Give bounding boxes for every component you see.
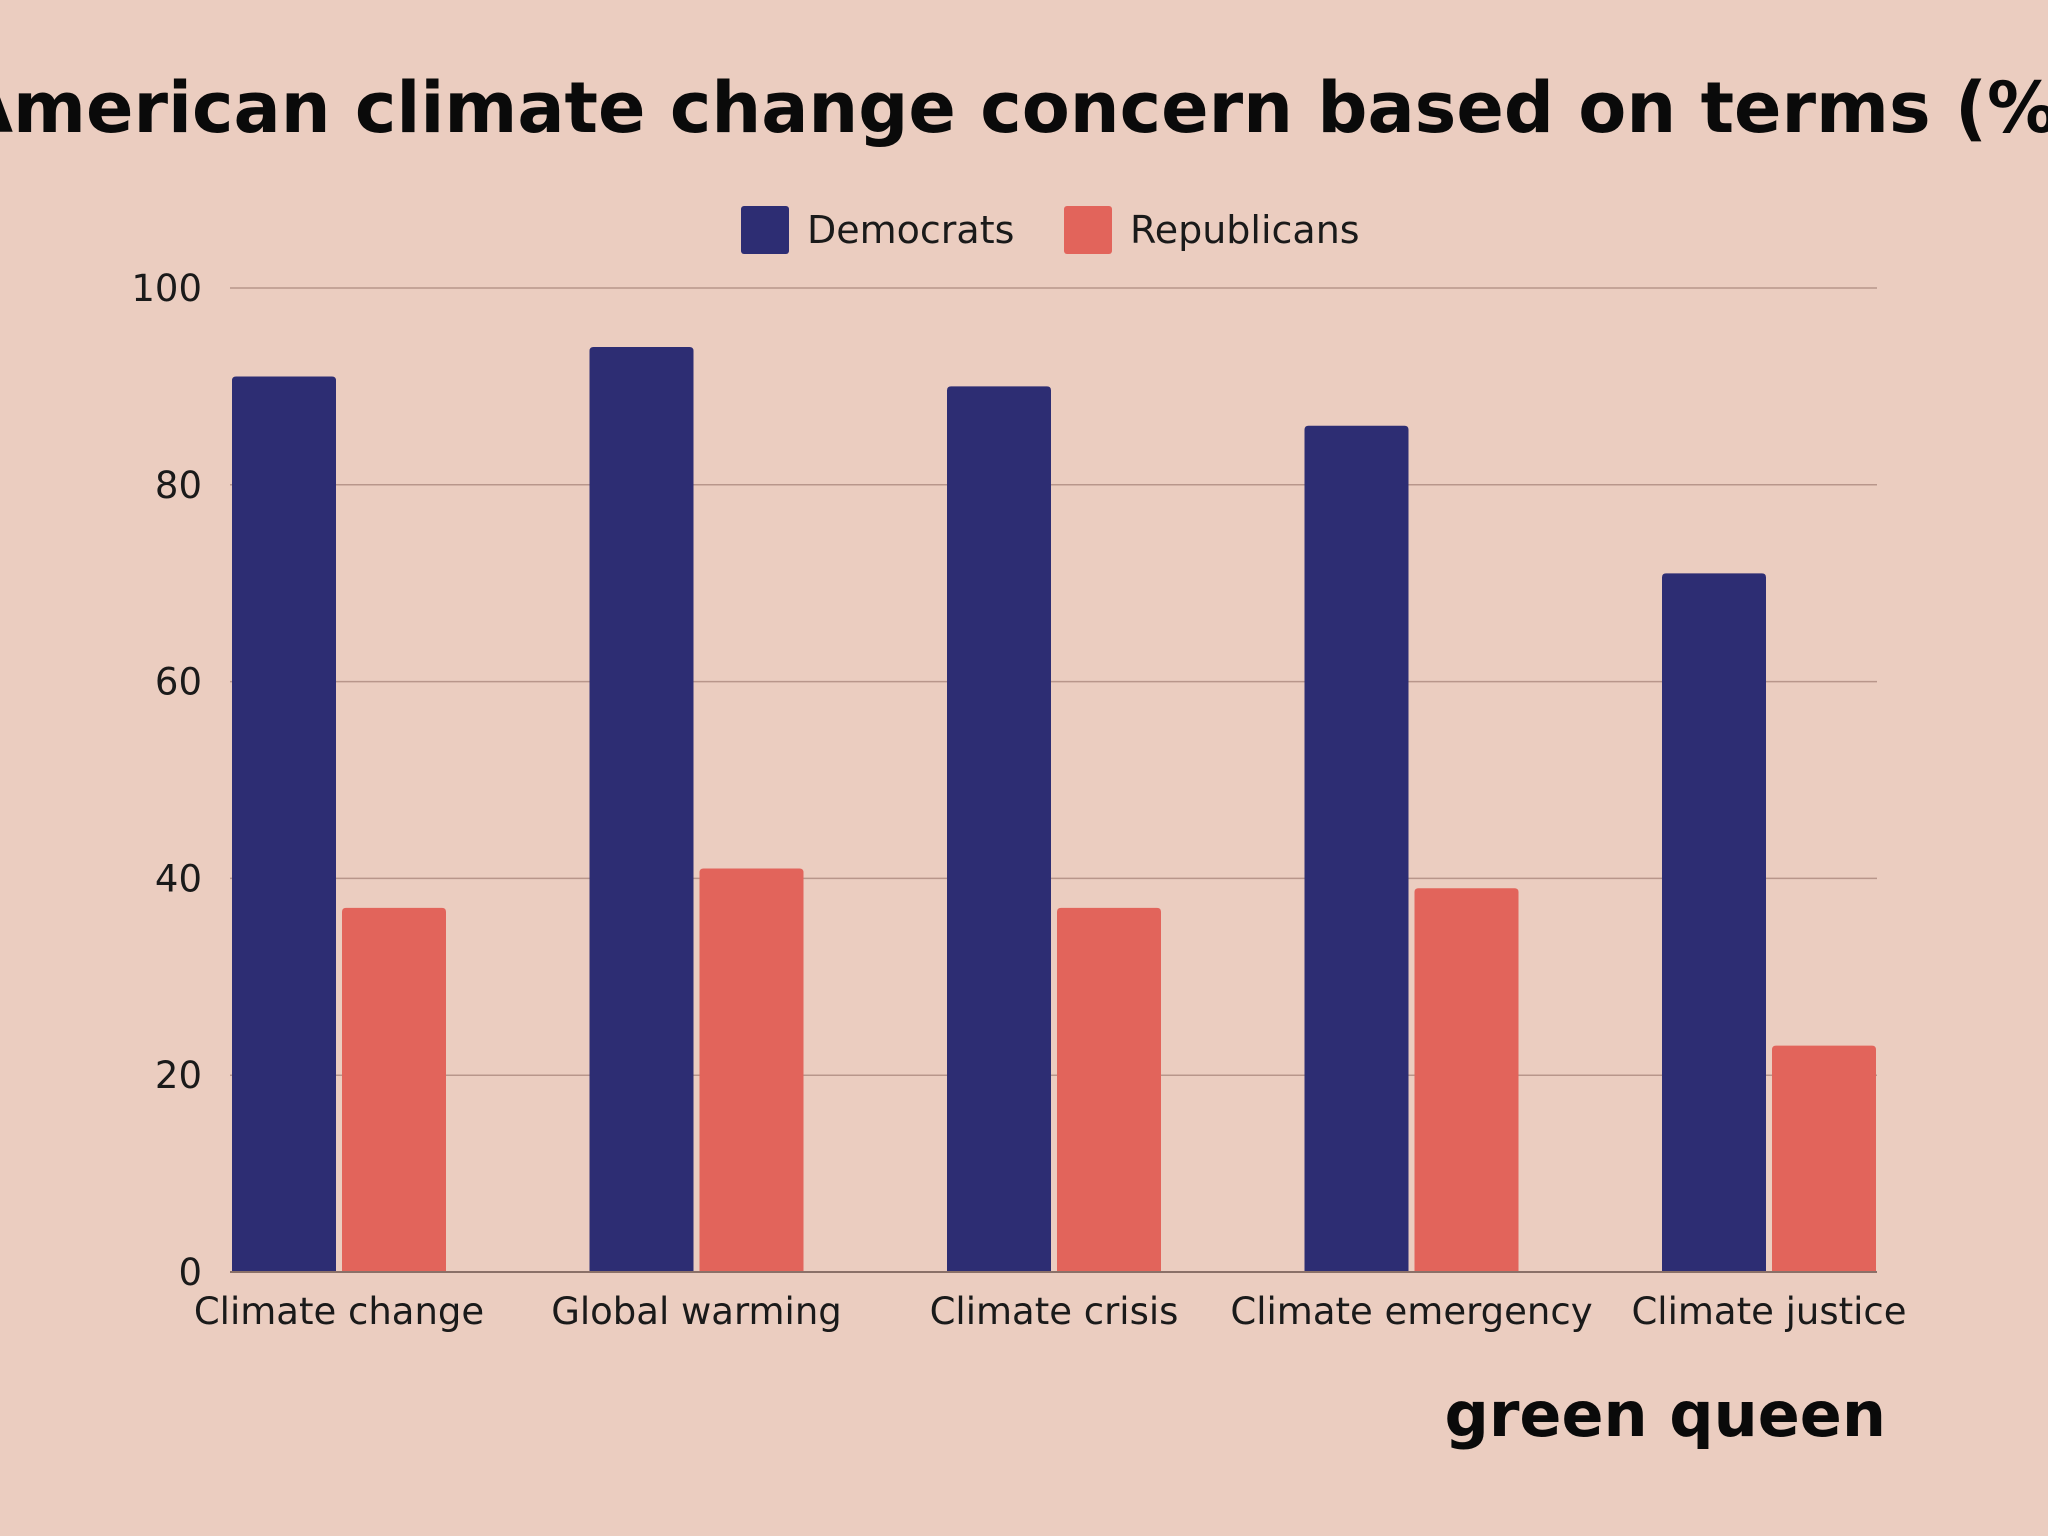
chart-title: American climate change concern based on… bbox=[0, 67, 2048, 149]
legend-swatch-democrats bbox=[741, 206, 789, 254]
legend-label-republicans: Republicans bbox=[1130, 208, 1360, 252]
gridlines bbox=[230, 287, 1877, 1076]
bar-democrats bbox=[1662, 573, 1766, 1272]
y-tick-label: 0 bbox=[178, 1251, 202, 1294]
x-tick-label: Climate emergency bbox=[1230, 1290, 1592, 1333]
bar-democrats bbox=[1304, 425, 1409, 1272]
bar-republicans bbox=[1057, 907, 1161, 1272]
bar-democrats bbox=[232, 376, 336, 1272]
x-tick-label: Climate change bbox=[194, 1290, 484, 1333]
y-axis-ticks: 0 20 40 60 80 100 bbox=[131, 267, 202, 1294]
brand-logo: green queen bbox=[1444, 1378, 1886, 1451]
bar-republicans bbox=[699, 868, 804, 1272]
bar-republicans bbox=[1414, 888, 1519, 1272]
y-tick-label: 80 bbox=[155, 464, 202, 507]
legend: Democrats Republicans bbox=[741, 206, 1360, 254]
y-tick-label: 40 bbox=[155, 857, 202, 900]
x-tick-label: Climate crisis bbox=[930, 1290, 1179, 1333]
y-tick-label: 20 bbox=[155, 1054, 202, 1097]
bar-republicans bbox=[342, 907, 446, 1272]
y-tick-label: 100 bbox=[131, 267, 202, 310]
bar-democrats bbox=[589, 347, 694, 1272]
x-tick-label: Global warming bbox=[551, 1290, 842, 1333]
legend-label-democrats: Democrats bbox=[807, 208, 1014, 252]
bar-republicans bbox=[1772, 1045, 1876, 1272]
legend-swatch-republicans bbox=[1064, 206, 1112, 254]
x-axis-ticks: Climate change Global warming Climate cris… bbox=[194, 1290, 1907, 1333]
x-tick-label: Climate justice bbox=[1631, 1290, 1906, 1333]
bar-democrats bbox=[947, 386, 1051, 1272]
y-tick-label: 60 bbox=[155, 661, 202, 704]
bars bbox=[232, 347, 1876, 1272]
